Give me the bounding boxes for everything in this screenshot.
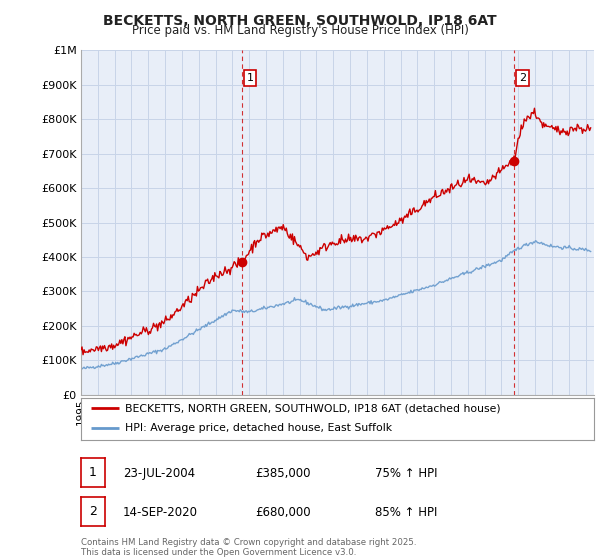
Text: 85% ↑ HPI: 85% ↑ HPI	[375, 506, 437, 519]
Text: 1: 1	[89, 466, 97, 479]
Text: 2: 2	[518, 73, 526, 83]
Text: 75% ↑ HPI: 75% ↑ HPI	[375, 467, 437, 480]
Text: 23-JUL-2004: 23-JUL-2004	[123, 467, 195, 480]
Text: 2: 2	[89, 505, 97, 518]
Text: BECKETTS, NORTH GREEN, SOUTHWOLD, IP18 6AT (detached house): BECKETTS, NORTH GREEN, SOUTHWOLD, IP18 6…	[125, 403, 500, 413]
Text: 14-SEP-2020: 14-SEP-2020	[123, 506, 198, 519]
Text: HPI: Average price, detached house, East Suffolk: HPI: Average price, detached house, East…	[125, 423, 392, 433]
Text: Contains HM Land Registry data © Crown copyright and database right 2025.
This d: Contains HM Land Registry data © Crown c…	[81, 538, 416, 557]
Text: £385,000: £385,000	[255, 467, 311, 480]
Text: £680,000: £680,000	[255, 506, 311, 519]
Text: 1: 1	[247, 73, 254, 83]
Text: Price paid vs. HM Land Registry's House Price Index (HPI): Price paid vs. HM Land Registry's House …	[131, 24, 469, 37]
Text: BECKETTS, NORTH GREEN, SOUTHWOLD, IP18 6AT: BECKETTS, NORTH GREEN, SOUTHWOLD, IP18 6…	[103, 14, 497, 28]
